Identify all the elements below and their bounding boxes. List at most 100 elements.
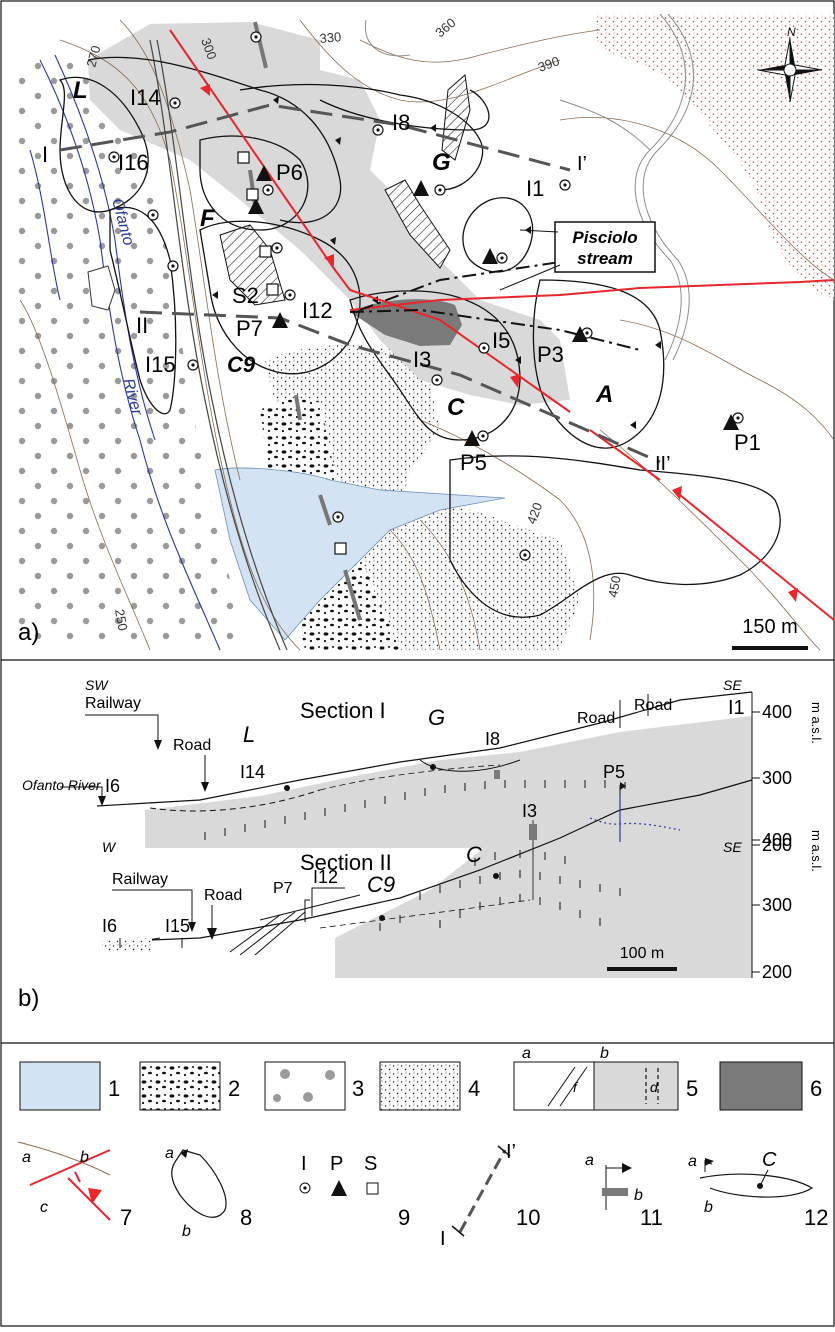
label-railway: Railway: [112, 871, 168, 888]
piezometer-label: P3: [537, 342, 564, 367]
section2-left-orient: W: [102, 839, 117, 855]
legend-number: 1: [108, 1076, 120, 1101]
hatched-zone-north: [441, 74, 471, 161]
legend-sub: f: [573, 1079, 579, 1095]
landslide-label-c: C: [447, 394, 465, 421]
alluvium-area: [10, 60, 245, 640]
legend-sub: a: [522, 1045, 531, 1062]
landslide-label-a: A: [595, 381, 613, 408]
legend-swatch-3: [264, 1061, 346, 1111]
piezometer-label: P5: [460, 450, 487, 475]
borehole-label: I15: [145, 352, 176, 377]
contour-label: 390: [536, 53, 562, 75]
section2-bedrock: [335, 782, 752, 978]
landslide-label-f: F: [200, 205, 216, 232]
seismic-label: S2: [232, 283, 259, 308]
alluvial-fan: [214, 467, 506, 641]
legend-sub: b: [80, 1149, 89, 1166]
legend-sub: a: [165, 1145, 174, 1162]
elevation-tick: 300: [762, 768, 792, 788]
legend-number: 11: [640, 1205, 663, 1230]
legend-number: 4: [468, 1076, 480, 1101]
borehole-label: I14: [130, 85, 161, 110]
trace-label: II: [136, 313, 148, 338]
section1-right-orient: SE: [723, 677, 742, 693]
legend-number: 2: [228, 1076, 240, 1101]
legend-sub: S: [364, 1153, 377, 1175]
elevation-axis-label: m a.s.l.: [809, 830, 824, 872]
callout-line-1: Pisciolo: [572, 228, 637, 247]
section2-right-orient: SE: [723, 839, 742, 855]
section2-title: Section II: [300, 850, 392, 875]
piezometer-label: P7: [236, 316, 263, 341]
legend-sub: I: [301, 1153, 307, 1175]
legend-swatch-5b: [593, 1061, 679, 1111]
fault-markers: [200, 84, 798, 602]
trace-label: I’: [577, 153, 587, 175]
legend-swatch-4: [379, 1061, 461, 1111]
borehole-symbols: [108, 31, 744, 561]
legend-sub: a: [688, 1153, 697, 1170]
section2-labels: Section II W SE I6 I15 Railway Road P7 I12 C9 C I3 P…: [102, 762, 824, 982]
label-i3: I3: [522, 801, 537, 821]
borehole-label: I3: [413, 347, 431, 372]
map-scale-bar: 150 m: [732, 616, 808, 650]
borehole-label: I12: [302, 298, 333, 323]
borehole-label: I8: [392, 110, 410, 135]
legend-sub: b: [600, 1045, 609, 1062]
legend-sub: I: [440, 1228, 446, 1250]
legend-number: 9: [398, 1205, 410, 1230]
borehole-label: I5: [492, 328, 510, 353]
contour-label: 250: [112, 608, 131, 632]
pond: [87, 265, 116, 311]
panel-a-label: a): [18, 619, 39, 646]
elevation-tick: 400: [762, 830, 792, 850]
label-l: L: [243, 722, 255, 747]
legend-number: 6: [810, 1076, 822, 1101]
landslide-label-c9: C9: [227, 352, 256, 377]
legend-number: 7: [120, 1205, 132, 1230]
legend-swatch-5a: [513, 1061, 595, 1111]
trace-label: I: [42, 142, 48, 167]
legend-swatch-6: [719, 1061, 803, 1111]
hatched-zone-middle: [384, 179, 451, 269]
section2-ticks: [379, 850, 621, 931]
section1-profile: [96, 691, 753, 807]
piezometer-label: P6: [276, 160, 303, 185]
legend-swatch-2: [139, 1061, 221, 1111]
legend-number: 5: [686, 1076, 698, 1101]
trace-label: II’: [655, 453, 671, 475]
legend-sub: C: [762, 1149, 777, 1171]
landslide-label-l: L: [73, 77, 88, 104]
panel-b-label: b): [18, 985, 39, 1012]
label-i6: I6: [105, 776, 120, 796]
legend-sub: d: [650, 1079, 659, 1095]
piezometer-label: P1: [734, 430, 761, 455]
label-c: C: [466, 842, 482, 867]
section-traces: [59, 103, 661, 464]
label-road: Road: [634, 697, 672, 714]
elevation-tick: 200: [762, 962, 792, 982]
elevation-axis-label: m a.s.l.: [809, 702, 824, 744]
legend-sub: I’: [506, 1141, 516, 1163]
label-i1: I1: [728, 697, 745, 719]
contour-label: 330: [319, 29, 342, 46]
legend-number: 3: [352, 1076, 364, 1101]
railway: [149, 39, 288, 651]
contour-label: 420: [524, 501, 546, 527]
map-panel: 270 300 330 360390420450250OfantoRiverLGFC9…: [10, 13, 835, 651]
section1-labels: Section I SW SE Ofanto River I6 Railway Road I1…: [22, 677, 824, 855]
legend-sub: b: [182, 1223, 191, 1240]
label-i14: I14: [240, 762, 265, 782]
label-g: G: [428, 705, 445, 730]
legend-sub: c: [40, 1199, 48, 1216]
legend-sub: P: [330, 1153, 343, 1175]
section2-profile: [101, 779, 753, 943]
legend-sub: a: [585, 1152, 594, 1169]
section1-title: Section I: [300, 698, 386, 723]
legend-sub: a: [22, 1149, 31, 1166]
